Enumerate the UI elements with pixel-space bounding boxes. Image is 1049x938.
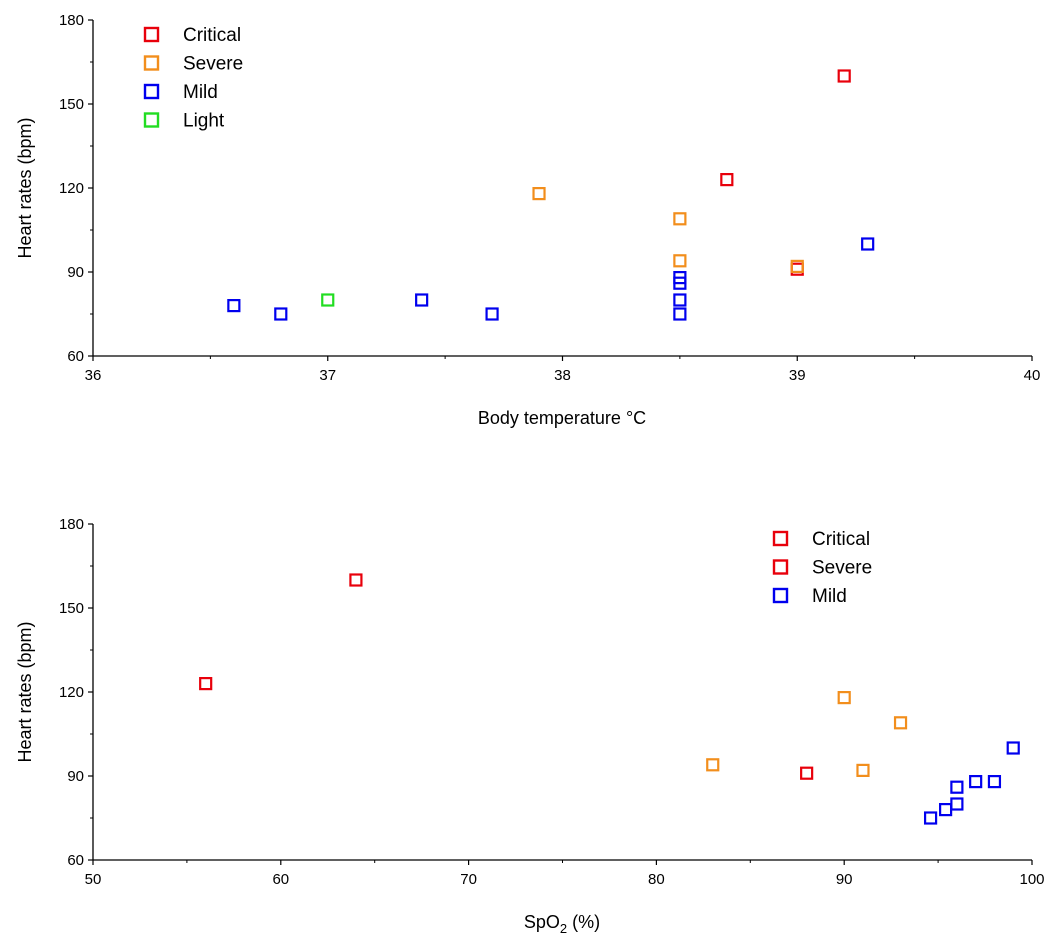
legend-marker-critical	[143, 26, 160, 43]
x-axis-title: Body temperature °C	[478, 408, 646, 428]
data-point-severe	[673, 254, 687, 268]
data-point-mild	[969, 774, 983, 789]
y-axis-title: Heart rates (bpm)	[15, 117, 35, 258]
data-point-critical	[349, 573, 363, 587]
x-tick-label: 39	[789, 367, 806, 384]
data-point-critical	[800, 766, 814, 780]
data-point-mild	[415, 293, 429, 307]
x-tick-label: 70	[460, 871, 477, 888]
data-point-mild	[950, 780, 964, 794]
legend-label-light: Light	[183, 111, 225, 132]
data-point-mild	[227, 299, 241, 313]
x-axis-title: SpO2 (%)	[524, 912, 600, 936]
x-tick-label: 40	[1024, 367, 1041, 384]
legend-marker-light	[143, 112, 160, 128]
data-point-mild	[673, 307, 687, 321]
x-axis-title-suffix: (%)	[567, 912, 600, 932]
data-point-severe	[673, 212, 687, 226]
data-point-severe	[706, 758, 720, 772]
data-point-mild	[485, 307, 499, 321]
y-tick-label: 90	[67, 264, 84, 281]
data-point-critical	[199, 676, 213, 691]
x-tick-label: 36	[85, 367, 102, 384]
data-point-severe	[837, 690, 851, 705]
data-point-mild	[987, 774, 1002, 789]
x-tick-label: 37	[319, 367, 336, 384]
data-point-mild	[673, 293, 687, 307]
data-point-severe	[790, 259, 804, 273]
y-tick-label: 60	[67, 852, 84, 869]
data-point-severe	[893, 716, 908, 730]
data-point-critical	[790, 262, 804, 276]
legend-marker-mild	[143, 83, 160, 100]
x-axis-title-main: SpO	[524, 912, 560, 932]
legend-marker-mild	[772, 587, 789, 604]
data-point-mild	[939, 802, 953, 817]
data-point-mild	[861, 237, 875, 251]
x-tick-label: 80	[648, 871, 665, 888]
data-point-severe	[532, 187, 546, 201]
data-point-light	[321, 293, 335, 307]
y-tick-label: 120	[59, 684, 84, 701]
legend-marker-critical	[772, 530, 789, 547]
legend-marker-severe	[772, 559, 789, 575]
y-tick-label: 180	[59, 516, 84, 533]
legend-label-severe: Severe	[183, 54, 243, 75]
y-tick-label: 60	[67, 348, 84, 365]
data-point-mild	[923, 811, 938, 825]
legend-marker-severe	[143, 55, 160, 71]
data-point-mild	[274, 307, 288, 321]
data-point-critical	[720, 173, 734, 187]
data-point-mild	[673, 271, 687, 285]
y-axis-title: Heart rates (bpm)	[15, 621, 35, 762]
x-tick-label: 60	[272, 871, 289, 888]
x-tick-label: 38	[554, 367, 571, 384]
y-tick-label: 90	[67, 768, 84, 785]
data-point-mild	[950, 797, 964, 811]
data-point-critical	[837, 69, 851, 83]
legend-label-mild: Mild	[812, 586, 847, 607]
y-tick-label: 180	[59, 12, 84, 29]
y-tick-label: 120	[59, 180, 84, 197]
x-tick-label: 50	[85, 871, 102, 888]
x-tick-label: 90	[836, 871, 853, 888]
legend-label-critical: Critical	[812, 529, 870, 550]
temperature-chart: Heart rates (bpm) Body temperature °C 36…	[15, 12, 1040, 428]
data-point-mild	[1006, 741, 1020, 755]
spo2-chart: Heart rates (bpm) SpO2 (%) 50 60 70 80 90 100…	[15, 516, 1045, 936]
data-point-severe	[856, 763, 870, 778]
legend-label-mild: Mild	[183, 82, 218, 103]
x-tick-label: 100	[1019, 871, 1044, 888]
y-tick-label: 150	[59, 600, 84, 617]
legend-label-critical: Critical	[183, 25, 241, 46]
x-axis-title-subscript: 2	[560, 921, 567, 936]
legend-label-severe: Severe	[812, 558, 872, 579]
y-tick-label: 150	[59, 96, 84, 113]
